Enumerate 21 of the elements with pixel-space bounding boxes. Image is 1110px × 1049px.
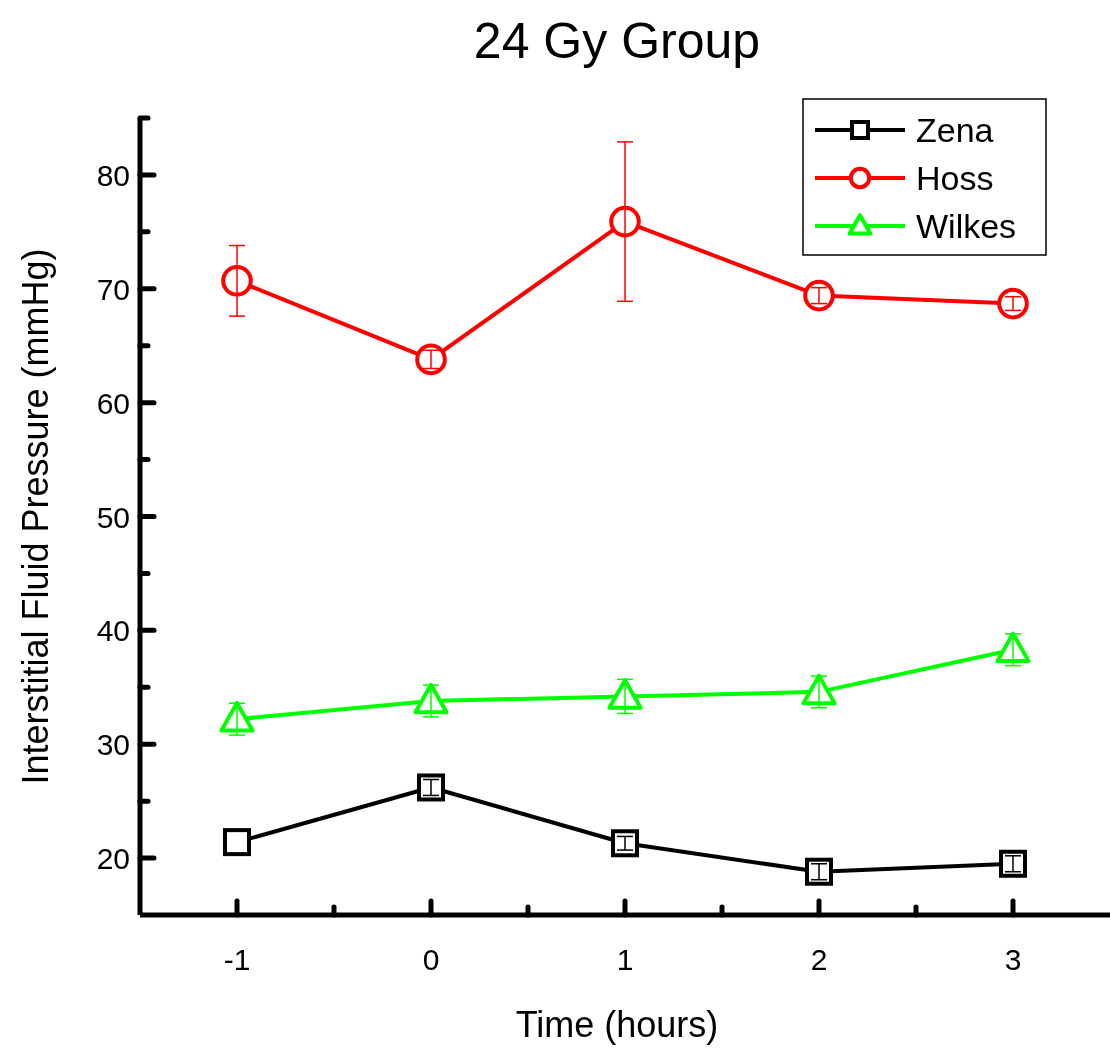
y-axis-title: Interstitial Fluid Pressure (mmHg) bbox=[15, 248, 56, 785]
x-tick-label: 3 bbox=[1004, 943, 1022, 976]
y-tick-label: 30 bbox=[96, 728, 130, 762]
y-tick-label: 80 bbox=[96, 158, 130, 192]
x-tick-label: 0 bbox=[422, 943, 440, 976]
y-tick-label: 70 bbox=[96, 272, 130, 306]
legend-label: Wilkes bbox=[916, 207, 1017, 245]
y-tick-label: 40 bbox=[96, 614, 130, 648]
chart-title: 24 Gy Group bbox=[473, 13, 761, 69]
x-axis-title: Time (hours) bbox=[515, 1004, 719, 1045]
point bbox=[609, 205, 641, 238]
legend-label: Hoss bbox=[916, 159, 994, 197]
y-tick-label: 50 bbox=[96, 500, 130, 534]
y-tick-label: 20 bbox=[96, 842, 130, 876]
x-tick-label: 1 bbox=[616, 943, 634, 976]
x-tick-label: 2 bbox=[810, 943, 828, 976]
legend-label: Zena bbox=[916, 111, 994, 149]
point bbox=[221, 265, 253, 297]
x-tick-label: -1 bbox=[223, 943, 251, 976]
point bbox=[223, 828, 251, 857]
y-tick-label: 60 bbox=[96, 386, 130, 420]
